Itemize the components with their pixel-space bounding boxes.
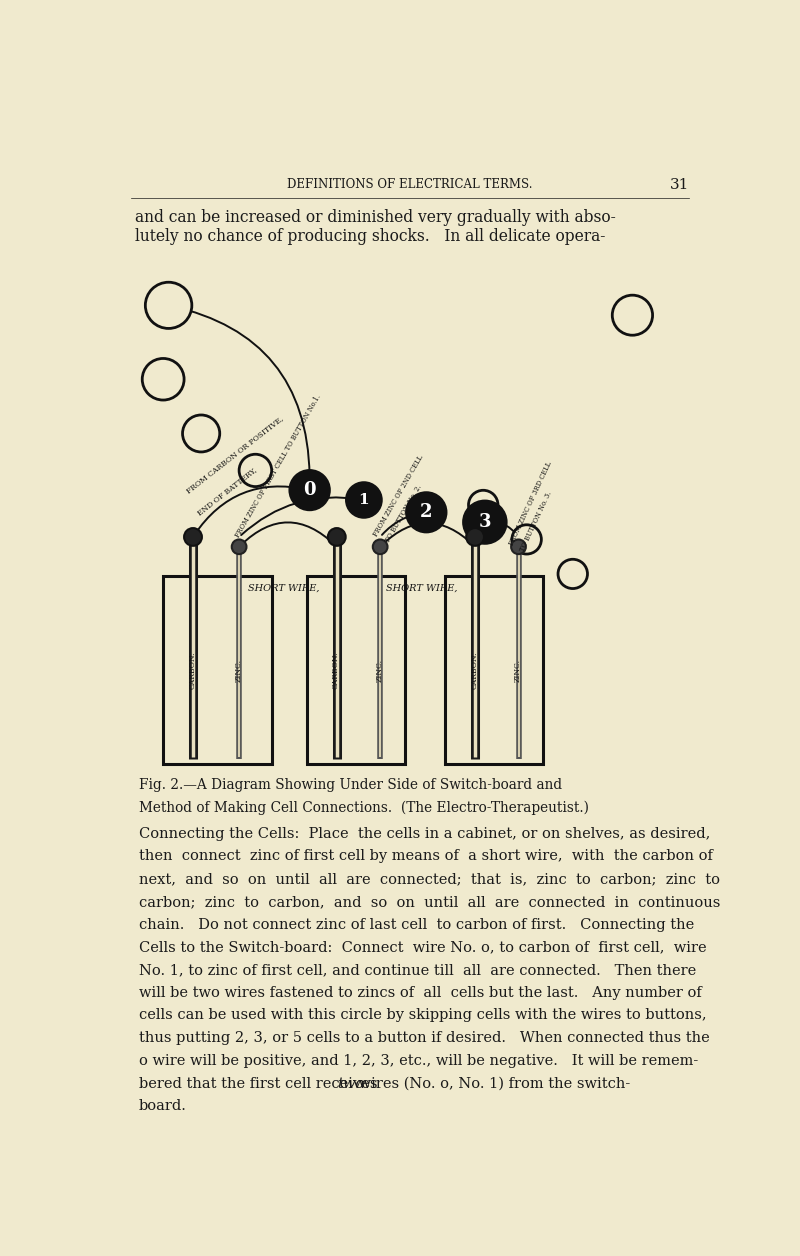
Text: and can be increased or diminished very gradually with abso-: and can be increased or diminished very … bbox=[135, 210, 616, 226]
Text: 1: 1 bbox=[358, 494, 370, 507]
Circle shape bbox=[346, 482, 382, 517]
Text: chain.   Do not connect zinc of last cell  to carbon of first.   Connecting the: chain. Do not connect zinc of last cell … bbox=[138, 918, 694, 932]
Bar bbox=[307, 577, 405, 764]
Text: TO BUTTON No. 3.: TO BUTTON No. 3. bbox=[518, 491, 554, 553]
Text: bered that the first cell receives: bered that the first cell receives bbox=[138, 1076, 382, 1090]
Circle shape bbox=[558, 559, 587, 589]
Text: carbon;  zinc  to  carbon,  and  so  on  until  all  are  connected  in  continu: carbon; zinc to carbon, and so on until … bbox=[138, 896, 720, 909]
Text: CARBON.: CARBON. bbox=[332, 652, 340, 688]
Text: lutely no chance of producing shocks.   In all delicate opera-: lutely no chance of producing shocks. In… bbox=[135, 229, 606, 245]
Circle shape bbox=[612, 295, 653, 335]
Circle shape bbox=[328, 528, 346, 546]
Text: then  connect  zinc of first cell by means of  a short wire,  with  the carbon o: then connect zinc of first cell by means… bbox=[138, 849, 713, 863]
Circle shape bbox=[182, 414, 220, 452]
Text: 0: 0 bbox=[303, 481, 316, 499]
Text: No. 1, to zinc of first cell, and continue till  all  are connected.   Then ther: No. 1, to zinc of first cell, and contin… bbox=[138, 963, 696, 977]
Text: will be two wires fastened to zincs of  all  cells but the last.   Any number of: will be two wires fastened to zincs of a… bbox=[138, 986, 702, 1000]
Text: next,  and  so  on  until  all  are  connected;  that  is,  zinc  to  carbon;  z: next, and so on until all are connected;… bbox=[138, 872, 720, 887]
Circle shape bbox=[239, 455, 272, 486]
Circle shape bbox=[463, 501, 506, 544]
Text: board.: board. bbox=[138, 1099, 186, 1113]
Text: two: two bbox=[337, 1076, 364, 1090]
Circle shape bbox=[406, 492, 446, 533]
Circle shape bbox=[373, 540, 387, 554]
Text: ZINC.: ZINC. bbox=[234, 658, 242, 682]
Circle shape bbox=[146, 283, 192, 328]
Text: CARBON.: CARBON. bbox=[470, 652, 478, 688]
Text: wires (No. o, No. 1) from the switch-: wires (No. o, No. 1) from the switch- bbox=[354, 1076, 630, 1090]
Text: 3: 3 bbox=[478, 514, 491, 531]
Text: END OF BATTERY,: END OF BATTERY, bbox=[196, 466, 258, 517]
Text: SHORT WIRE,: SHORT WIRE, bbox=[248, 584, 320, 593]
Text: 2: 2 bbox=[420, 504, 433, 521]
Circle shape bbox=[466, 528, 484, 546]
Bar bbox=[446, 577, 543, 764]
Text: cells can be used with this circle by skipping cells with the wires to buttons,: cells can be used with this circle by sk… bbox=[138, 1009, 706, 1022]
Text: FROM ZINC OF 3RD CELL: FROM ZINC OF 3RD CELL bbox=[508, 460, 554, 546]
Circle shape bbox=[512, 525, 542, 554]
Text: Cells to the Switch-board:  Connect  wire No. o, to carbon of  first cell,  wire: Cells to the Switch-board: Connect wire … bbox=[138, 941, 706, 955]
Circle shape bbox=[184, 528, 202, 546]
Text: DEFINITIONS OF ELECTRICAL TERMS.: DEFINITIONS OF ELECTRICAL TERMS. bbox=[287, 178, 533, 191]
Circle shape bbox=[469, 490, 498, 520]
Circle shape bbox=[142, 358, 184, 401]
Text: FROM ZINC OF 2ND CELL: FROM ZINC OF 2ND CELL bbox=[372, 453, 426, 538]
Circle shape bbox=[232, 540, 246, 554]
Text: ZINC.: ZINC. bbox=[375, 658, 383, 682]
Text: thus putting 2, 3, or 5 cells to a button if desired.   When connected thus the: thus putting 2, 3, or 5 cells to a butto… bbox=[138, 1031, 710, 1045]
Text: FROM ZINC OF FIRST CELL TO BUTTON No.1.: FROM ZINC OF FIRST CELL TO BUTTON No.1. bbox=[234, 393, 322, 539]
Text: FROM CARBON OR POSITIVE,: FROM CARBON OR POSITIVE, bbox=[185, 414, 285, 495]
Text: CARBON.: CARBON. bbox=[188, 652, 196, 688]
Bar bbox=[163, 577, 272, 764]
Circle shape bbox=[290, 470, 330, 510]
Text: TO BUTTON No. 2.: TO BUTTON No. 2. bbox=[384, 484, 424, 544]
Text: ZINC.: ZINC. bbox=[514, 658, 522, 682]
Text: Connecting the Cells:  Place  the cells in a cabinet, or on shelves, as desired,: Connecting the Cells: Place the cells in… bbox=[138, 826, 710, 840]
Text: Method of Making Cell Connections.  (The Electro-Therapeutist.): Method of Making Cell Connections. (The … bbox=[138, 800, 589, 815]
Text: 31: 31 bbox=[670, 178, 689, 192]
Circle shape bbox=[511, 540, 526, 554]
Text: SHORT WIRE,: SHORT WIRE, bbox=[386, 584, 458, 593]
Text: Fig. 2.—A Diagram Showing Under Side of Switch-board and: Fig. 2.—A Diagram Showing Under Side of … bbox=[138, 777, 562, 791]
Text: o wire will be positive, and 1, 2, 3, etc., will be negative.   It will be remem: o wire will be positive, and 1, 2, 3, et… bbox=[138, 1054, 698, 1068]
